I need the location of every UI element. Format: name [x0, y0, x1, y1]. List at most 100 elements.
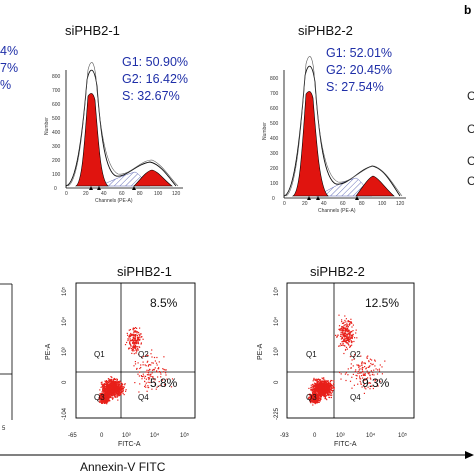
scatter-point — [336, 336, 338, 338]
scatter-point — [372, 372, 374, 374]
scatter-2-xtick: -93 — [280, 433, 289, 439]
scatter-point — [345, 335, 347, 337]
scatter-point — [358, 366, 360, 369]
scatter-point — [102, 389, 104, 391]
scatter-point — [122, 388, 124, 390]
scatter-point — [101, 398, 103, 400]
scatter-point — [344, 336, 346, 338]
scatter-point — [166, 378, 168, 380]
scatter-point — [350, 345, 352, 347]
scatter-point — [349, 332, 351, 334]
scatter-point — [323, 391, 325, 393]
scatter-point — [122, 389, 124, 391]
scatter-point — [351, 322, 353, 324]
scatter-point — [330, 386, 332, 388]
scatter-point — [321, 383, 323, 385]
scatter-point — [362, 370, 364, 372]
scatter-point — [341, 336, 344, 338]
scatter-point — [340, 378, 342, 380]
scatter-point — [351, 337, 353, 340]
scatter-point — [137, 373, 139, 375]
scatter-point — [349, 336, 351, 338]
scatter-point — [342, 333, 344, 335]
scatter-point — [102, 383, 104, 385]
scatter-point — [312, 385, 314, 387]
scatter-point — [359, 377, 361, 379]
scatter-point — [360, 355, 362, 357]
scatter-point — [349, 335, 351, 337]
scatter-point — [347, 320, 349, 322]
scatter-point — [101, 391, 103, 393]
scatter-point — [100, 398, 102, 400]
right-letter-4: C — [467, 174, 474, 188]
scatter-point — [132, 350, 134, 352]
scatter-point — [134, 342, 136, 344]
scatter-point — [361, 369, 363, 371]
scatter-point — [134, 346, 136, 348]
scatter-1-q4-label: Q4 — [138, 393, 149, 402]
scatter-point — [348, 320, 350, 323]
scatter-point — [370, 385, 372, 387]
scatter-point — [129, 334, 131, 336]
scatter-point — [343, 340, 345, 343]
scatter-point — [368, 361, 370, 363]
scatter-point — [116, 380, 118, 382]
scatter-point — [319, 394, 321, 396]
scatter-point — [312, 388, 314, 390]
scatter-point — [142, 361, 144, 363]
scatter-point — [106, 382, 108, 384]
scatter-point — [321, 392, 323, 394]
scatter-point — [113, 385, 115, 387]
scatter-point — [103, 396, 106, 398]
scatter-point — [339, 345, 341, 347]
scatter-point — [319, 388, 321, 390]
scatter-point — [318, 390, 320, 392]
scatter-point — [360, 383, 362, 385]
scatter-point — [150, 373, 152, 375]
scatter-point — [340, 343, 342, 345]
scatter-point — [351, 331, 353, 333]
histogram-1-fit-line-2 — [67, 62, 179, 187]
scatter-1-q2-percent: 8.5% — [150, 296, 178, 310]
scatter-point — [376, 373, 379, 375]
scatter-1-ylabel: PE-A — [45, 343, 52, 360]
scatter-point — [348, 334, 350, 336]
scatter-point — [318, 401, 320, 403]
scatter-point — [100, 382, 102, 384]
scatter-point — [365, 367, 367, 369]
scatter-point — [320, 385, 322, 387]
scatter-point — [335, 334, 337, 336]
scatter-point — [152, 376, 154, 378]
scatter-point — [116, 388, 118, 390]
scatter-point — [131, 339, 133, 341]
histogram-1-xlabel: Channels (PE-A) — [95, 198, 133, 204]
scatter-point — [100, 383, 103, 385]
scatter-2-xtick: 10⁵ — [398, 432, 408, 439]
annexin-axis-arrow: Annexin-V FITC — [0, 451, 474, 474]
scatter-point — [372, 363, 374, 365]
scatter-point — [352, 373, 354, 375]
scatter-point — [311, 390, 313, 392]
scatter-point — [329, 392, 331, 394]
scatter-point — [373, 374, 375, 376]
scatter-point — [134, 334, 136, 336]
scatter-point — [368, 365, 370, 367]
scatter-point — [312, 404, 314, 406]
histogram-1-stat-g2: G2: 16.42% — [122, 72, 188, 86]
scatter-point — [111, 394, 113, 396]
scatter-point — [317, 388, 319, 390]
scatter-point — [339, 335, 342, 337]
scatter-point — [347, 368, 349, 370]
scatter-point — [134, 347, 136, 350]
scatter-point — [343, 344, 345, 347]
scatter-point — [322, 383, 324, 385]
scatter-point — [342, 342, 344, 344]
scatter-point — [340, 333, 342, 335]
scatter-point — [129, 347, 131, 349]
scatter-point — [99, 398, 101, 401]
scatter-point — [317, 394, 320, 396]
scatter-point — [315, 389, 317, 391]
scatter-point — [114, 383, 116, 386]
scatter-point — [135, 352, 137, 354]
scatter-point — [350, 334, 352, 336]
